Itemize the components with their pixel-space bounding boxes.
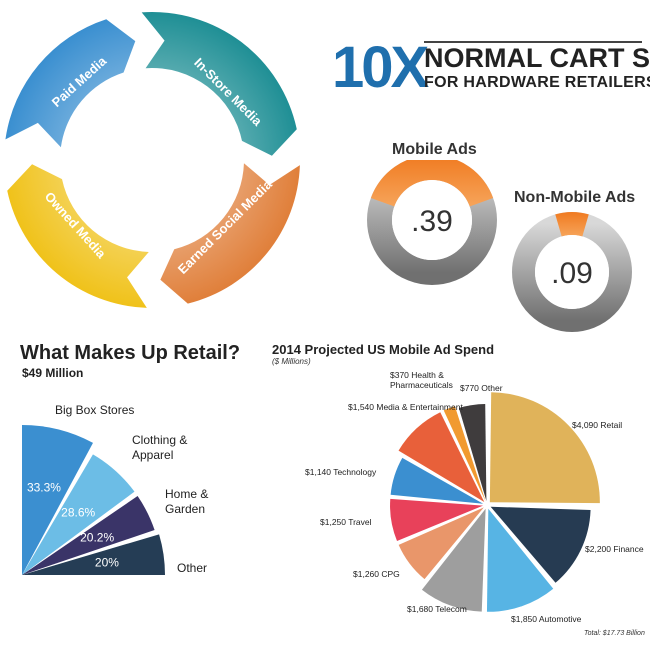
spend-slice-media-entertainment	[398, 412, 485, 503]
spend-value-label: $370 Health & Pharmaceuticals	[390, 370, 453, 390]
retail-slice-home-garden	[22, 496, 155, 575]
non-mobile-ads-value: .09	[551, 257, 593, 290]
cart-size-headline: 10X NORMAL CART SIZE FOR HARDWARE RETAIL…	[332, 35, 650, 100]
cycle-segment-paid-media	[5, 19, 136, 148]
retail-value-label: 20%	[95, 556, 119, 570]
retail-value-label: 28.6%	[61, 506, 95, 520]
spend-slice-health-pharmaceuticals	[443, 406, 486, 502]
mobile-ads-gauge-center	[392, 180, 472, 260]
spend-value-label: $4,090 Retail	[572, 420, 622, 430]
retail-category-label: Clothing & Apparel	[132, 433, 187, 462]
retail-chart-title: What Makes Up Retail?	[20, 342, 241, 364]
spend-slice-retail	[489, 392, 600, 504]
spend-slice-automotive	[486, 508, 554, 612]
spend-slice-telecom	[421, 508, 486, 612]
spend-chart-total: Total: $17.73 Billion	[584, 630, 645, 637]
retail-slice-other	[22, 534, 165, 575]
retail-chart-subtitle: $49 Million	[22, 366, 84, 380]
non-mobile-ads-gauge-center	[535, 235, 609, 309]
headline-line-1: NORMAL CART SIZE	[424, 43, 650, 73]
retail-slice-clothing-apparel	[22, 454, 135, 575]
spend-slice-travel	[390, 498, 484, 541]
spend-slice-technology	[390, 457, 484, 504]
spend-value-label: $2,200 Finance	[585, 544, 644, 554]
headline-multiplier: 10X	[332, 35, 429, 100]
headline-line-2: FOR HARDWARE RETAILERS	[424, 74, 650, 91]
spend-slice-finance	[490, 506, 591, 583]
spend-slice-other	[458, 404, 487, 502]
spend-value-label: $1,540 Media & Entertainment	[348, 402, 463, 412]
retail-pie-chart: 33.3%28.6% 20.2% 20% Big Box Stores Clothing…	[22, 403, 208, 575]
cycle-segment-earned-social-media	[160, 163, 300, 304]
spend-chart-title: 2014 Projected US Mobile Ad Spend	[272, 342, 495, 357]
retail-value-label: 33.3%	[27, 481, 61, 495]
mobile-ads-label: Mobile Ads	[392, 141, 477, 158]
retail-slice-big-box-stores	[22, 425, 94, 575]
spend-value-label: $1,850 Automotive	[511, 614, 582, 624]
retail-value-label: 20.2%	[80, 530, 114, 544]
spend-value-label: $1,680 Telecom	[407, 604, 467, 614]
retail-category-label: Home & Garden	[165, 487, 208, 516]
spend-pie-chart: $4,090 Retail $2,200 Finance $1,850 Automo…	[305, 370, 644, 624]
mobile-ads-gauge-fill	[370, 160, 494, 207]
non-mobile-ads-label: Non-Mobile Ads	[514, 189, 636, 206]
retail-category-label: Other	[177, 561, 207, 575]
spend-slice-cpg	[398, 507, 484, 580]
spend-value-label: $1,260 CPG	[353, 569, 400, 579]
headline-rule-top	[424, 41, 642, 43]
non-mobile-ads-gauge-fill	[555, 212, 589, 237]
spend-value-label: $1,250 Travel	[320, 517, 372, 527]
ad-gauges: .39 .09	[367, 160, 632, 332]
cycle-segment-in-store-media	[141, 11, 297, 156]
spend-value-label: $1,140 Technology	[305, 467, 377, 477]
retail-category-label: Big Box Stores	[55, 403, 134, 417]
mobile-ads-value: .39	[411, 205, 453, 238]
cycle-segment-owned-media	[7, 164, 149, 308]
spend-value-label: $770 Other	[460, 383, 503, 393]
spend-chart-subtitle: ($ Millions)	[272, 357, 311, 366]
